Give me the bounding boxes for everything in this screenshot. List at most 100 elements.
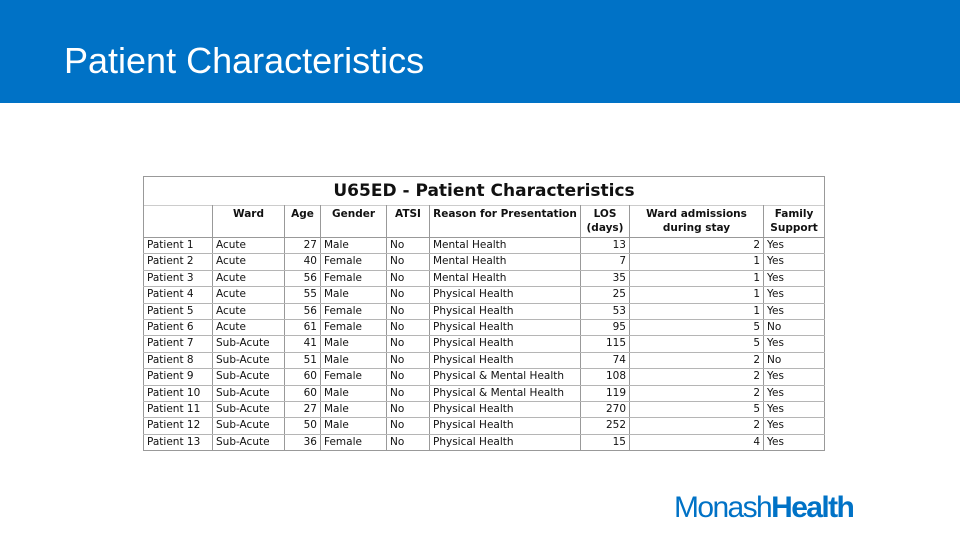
cell-family-support: Yes [762, 335, 826, 353]
cell-atsi: No [386, 417, 430, 435]
table-row: Patient 1 Acute 27 Male No Mental Health 13 2 Ye… [143, 237, 826, 255]
cell-gender: Female [320, 319, 387, 337]
cell-atsi: No [386, 368, 430, 386]
table-header-row: Ward Age Gender ATSI Reason for Presentation… [143, 205, 826, 238]
cell-ward-admissions: 2 [629, 385, 764, 403]
cell-reason: Physical Health [429, 319, 581, 337]
cell-los: 95 [580, 319, 630, 337]
cell-patient: Patient 10 [143, 385, 213, 403]
table-row: Patient 8 Sub-Acute 51 Male No Physical Healt… [143, 352, 826, 370]
cell-ward: Acute [212, 319, 285, 337]
cell-los: 53 [580, 303, 630, 321]
cell-atsi: No [386, 401, 430, 419]
cell-ward-admissions: 5 [629, 319, 764, 337]
cell-atsi: No [386, 319, 430, 337]
cell-gender: Male [320, 237, 387, 255]
cell-gender: Female [320, 270, 387, 288]
cell-los: 35 [580, 270, 630, 288]
cell-reason: Physical & Mental Health [429, 368, 581, 386]
cell-gender: Female [320, 253, 387, 271]
cell-ward-admissions: 5 [629, 401, 764, 419]
cell-patient: Patient 13 [143, 434, 213, 452]
cell-age: 56 [284, 270, 321, 288]
cell-family-support: Yes [762, 303, 826, 321]
cell-family-support: Yes [762, 253, 826, 271]
cell-age: 36 [284, 434, 321, 452]
cell-los: 25 [580, 286, 630, 304]
column-header-gender: Gender [320, 205, 387, 238]
logo-part-monash: Monash [674, 491, 773, 524]
column-header-family-support: Family Support [762, 205, 826, 238]
cell-age: 55 [284, 286, 321, 304]
cell-reason: Mental Health [429, 270, 581, 288]
cell-atsi: No [386, 303, 430, 321]
header-band [0, 0, 960, 103]
cell-patient: Patient 7 [143, 335, 213, 353]
cell-ward-admissions: 2 [629, 417, 764, 435]
cell-family-support: Yes [762, 270, 826, 288]
table-row: Patient 9 Sub-Acute 60 Female No Physical & M… [143, 368, 826, 386]
cell-los: 74 [580, 352, 630, 370]
cell-reason: Physical Health [429, 303, 581, 321]
column-header-patient [143, 205, 213, 238]
cell-patient: Patient 1 [143, 237, 213, 255]
cell-patient: Patient 8 [143, 352, 213, 370]
cell-age: 50 [284, 417, 321, 435]
cell-atsi: No [386, 253, 430, 271]
cell-los: 270 [580, 401, 630, 419]
table-row: Patient 3 Acute 56 Female No Mental Health 35 1… [143, 270, 826, 288]
cell-ward: Sub-Acute [212, 417, 285, 435]
table-row: Patient 5 Acute 56 Female No Physical Health 5… [143, 303, 826, 321]
cell-ward: Sub-Acute [212, 335, 285, 353]
cell-atsi: No [386, 352, 430, 370]
table-body: Patient 1 Acute 27 Male No Mental Health 13 2 Ye… [143, 237, 826, 452]
cell-reason: Physical Health [429, 352, 581, 370]
monash-health-logo: MonashHealth [674, 490, 855, 526]
cell-age: 60 [284, 385, 321, 403]
column-header-age: Age [284, 205, 321, 238]
column-header-ward-admissions: Ward admissions during stay [629, 205, 764, 238]
cell-atsi: No [386, 286, 430, 304]
slide-title: Patient Characteristics [64, 40, 425, 81]
cell-ward-admissions: 2 [629, 237, 764, 255]
cell-gender: Male [320, 401, 387, 419]
cell-family-support: Yes [762, 385, 826, 403]
patient-table-container: U65ED - Patient Characteristics Ward Age G… [142, 176, 826, 452]
cell-reason: Physical & Mental Health [429, 385, 581, 403]
cell-family-support: Yes [762, 434, 826, 452]
cell-reason: Physical Health [429, 434, 581, 452]
column-header-ward: Ward [212, 205, 285, 238]
cell-age: 27 [284, 401, 321, 419]
cell-ward: Sub-Acute [212, 352, 285, 370]
cell-patient: Patient 2 [143, 253, 213, 271]
table-row: Patient 10 Sub-Acute 60 Male No Physical & Me… [143, 385, 826, 403]
cell-los: 252 [580, 417, 630, 435]
cell-family-support: Yes [762, 401, 826, 419]
cell-los: 115 [580, 335, 630, 353]
cell-los: 13 [580, 237, 630, 255]
cell-gender: Male [320, 286, 387, 304]
table-row: Patient 4 Acute 55 Male No Physical Health 25 1… [143, 286, 826, 304]
cell-age: 56 [284, 303, 321, 321]
table-row: Patient 2 Acute 40 Female No Mental Health 7 1 Y… [143, 253, 826, 271]
cell-los: 119 [580, 385, 630, 403]
column-header-los: LOS (days) [580, 205, 630, 238]
cell-ward: Acute [212, 253, 285, 271]
cell-family-support: No [762, 352, 826, 370]
cell-reason: Physical Health [429, 286, 581, 304]
cell-los: 7 [580, 253, 630, 271]
cell-patient: Patient 12 [143, 417, 213, 435]
cell-ward: Acute [212, 270, 285, 288]
table-caption: U65ED - Patient Characteristics [142, 176, 826, 206]
cell-gender: Female [320, 303, 387, 321]
cell-gender: Male [320, 352, 387, 370]
cell-patient: Patient 5 [143, 303, 213, 321]
table-row: Patient 11 Sub-Acute 27 Male No Physical Heal… [143, 401, 826, 419]
cell-gender: Female [320, 434, 387, 452]
cell-patient: Patient 3 [143, 270, 213, 288]
cell-gender: Male [320, 385, 387, 403]
cell-atsi: No [386, 434, 430, 452]
cell-ward-admissions: 2 [629, 352, 764, 370]
cell-atsi: No [386, 237, 430, 255]
column-header-atsi: ATSI [386, 205, 430, 238]
